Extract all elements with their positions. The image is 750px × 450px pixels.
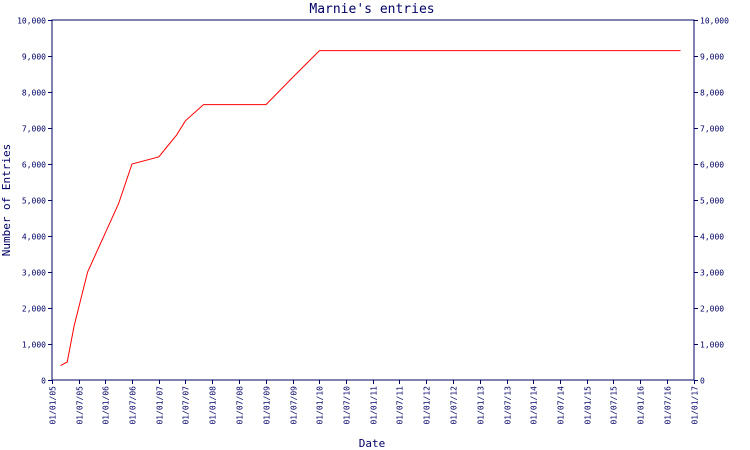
y-tick-label-right: 8,000 (700, 89, 724, 98)
x-tick-label: 01/07/09 (290, 386, 299, 425)
x-tick-label: 01/07/12 (450, 386, 459, 425)
x-tick-label: 01/01/10 (316, 386, 325, 425)
y-tick-label-right: 10,000 (700, 17, 729, 26)
x-tick-label: 01/01/05 (49, 386, 58, 425)
y-tick-label-left: 9,000 (22, 53, 46, 62)
y-axis-title: Number of Entries (0, 144, 13, 257)
x-tick-label: 01/01/13 (477, 386, 486, 425)
series-layer (60, 50, 681, 367)
x-tick-label: 01/07/16 (664, 386, 673, 425)
x-tick-label: 01/01/12 (423, 386, 432, 425)
series-line (60, 50, 681, 367)
x-tick-label: 01/07/10 (343, 386, 352, 425)
x-tick-label: 01/07/14 (557, 386, 566, 425)
y-tick-label-left: 2,000 (22, 305, 46, 314)
y-tick-label-right: 0 (700, 377, 705, 386)
y-tick-label-right: 7,000 (700, 125, 724, 134)
y-tick-label-left: 4,000 (22, 233, 46, 242)
y-axis-ticks: 0 0 1,000 1,000 2,000 2,000 3,000 3,000 4,000 4,0… (17, 17, 729, 386)
x-tick-label: 01/01/17 (691, 386, 700, 425)
x-tick-label: 01/07/07 (182, 386, 191, 425)
x-tick-label: 01/01/15 (584, 386, 593, 425)
y-tick-label-left: 10,000 (17, 17, 46, 26)
y-tick-label-left: 6,000 (22, 161, 46, 170)
y-tick-label-right: 1,000 (700, 341, 724, 350)
x-tick-label: 01/01/06 (102, 386, 111, 425)
y-tick-label-right: 5,000 (700, 197, 724, 206)
y-tick-label-right: 6,000 (700, 161, 724, 170)
x-axis-ticks: 01/01/05 01/07/05 01/01/06 01/07/06 01/01/07… (49, 380, 700, 425)
x-tick-label: 01/07/15 (610, 386, 619, 425)
y-tick-label-left: 8,000 (22, 89, 46, 98)
x-tick-label: 01/07/08 (236, 386, 245, 425)
y-tick-label-right: 3,000 (700, 269, 724, 278)
x-tick-label: 01/01/07 (156, 386, 165, 425)
y-tick-label-left: 1,000 (22, 341, 46, 350)
y-tick-label-right: 2,000 (700, 305, 724, 314)
x-tick-label: 01/07/05 (76, 386, 85, 425)
y-tick-label-right: 4,000 (700, 233, 724, 242)
x-tick-label: 01/01/08 (209, 386, 218, 425)
x-tick-label: 01/07/13 (504, 386, 513, 425)
x-tick-label: 01/07/11 (396, 386, 405, 425)
y-tick-label-left: 5,000 (22, 197, 46, 206)
y-tick-label-right: 9,000 (700, 53, 724, 62)
y-tick-label-left: 0 (41, 377, 46, 386)
plot-border (51, 19, 695, 381)
x-axis-title: Date (359, 437, 386, 450)
x-tick-label: 01/01/14 (530, 386, 539, 425)
x-tick-label: 01/01/11 (370, 386, 379, 425)
x-tick-label: 01/07/06 (129, 386, 138, 425)
plot-frame (51, 19, 695, 381)
chart-title: Marnie's entries (309, 2, 434, 17)
y-tick-label-left: 7,000 (22, 125, 46, 134)
x-tick-label: 01/01/16 (637, 386, 646, 425)
y-tick-label-left: 3,000 (22, 269, 46, 278)
x-tick-label: 01/01/09 (263, 386, 272, 425)
